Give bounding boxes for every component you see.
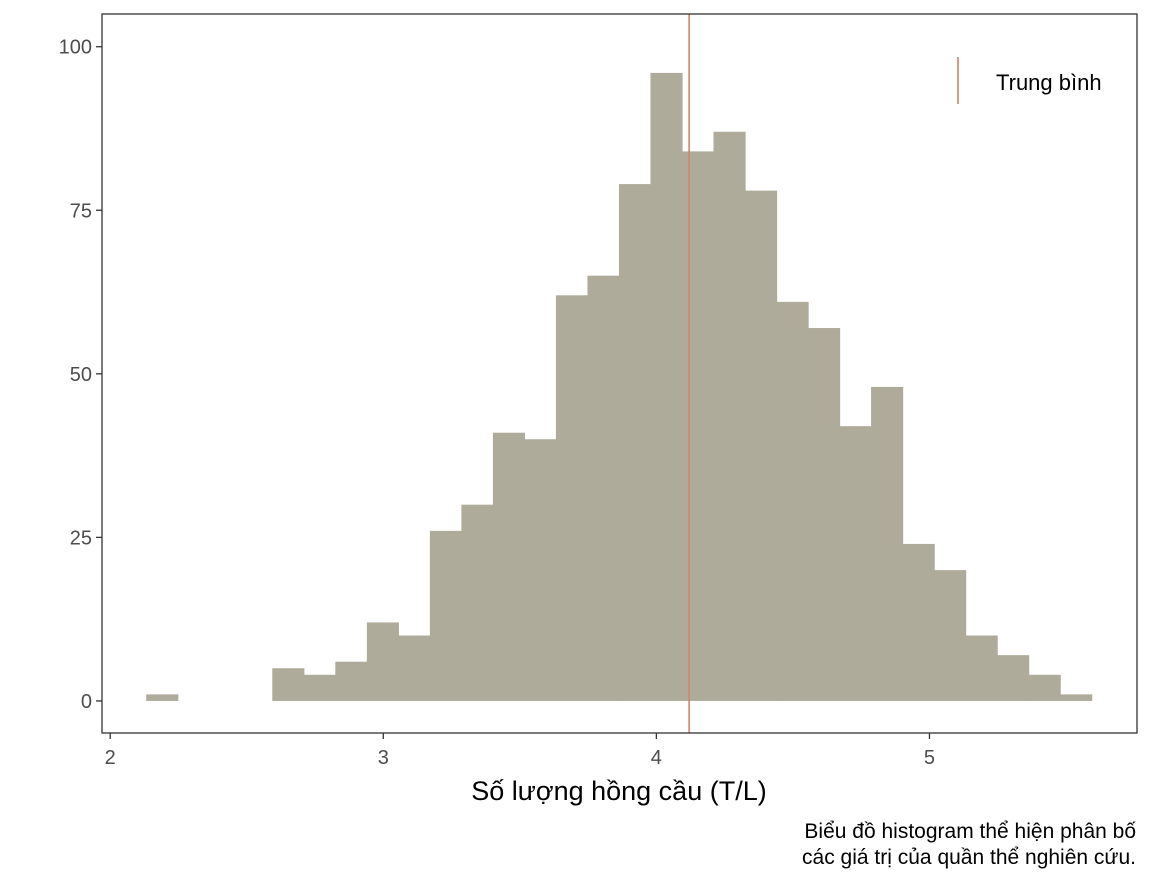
histogram-bar (524, 439, 557, 701)
y-tick-label: 75 (70, 200, 92, 222)
y-tick-label: 0 (81, 691, 92, 713)
histogram-bar (272, 668, 305, 701)
histogram-bar (902, 543, 935, 701)
histogram-bar (398, 635, 431, 701)
histogram-bar (461, 504, 494, 701)
histogram-bar (1028, 674, 1061, 701)
histogram-bar (681, 151, 715, 701)
caption-line-1: Biểu đồ histogram thể hiện phân bố (804, 820, 1136, 843)
histogram-bar (965, 635, 998, 701)
histogram-bar (745, 190, 778, 701)
x-tick-label: 5 (924, 747, 935, 769)
histogram-bar (839, 426, 872, 701)
histogram-bar (871, 386, 904, 701)
x-tick-label: 2 (105, 747, 116, 769)
histogram-bar (713, 131, 746, 701)
x-axis: 2 3 4 5 (105, 733, 935, 769)
histogram-bar (997, 655, 1030, 701)
histogram-bar (335, 661, 368, 701)
y-tick-label: 25 (70, 527, 92, 549)
y-axis: 0 25 50 75 100 (59, 37, 102, 713)
legend-label-mean: Trung bình (996, 70, 1102, 95)
histogram-bar (618, 184, 652, 701)
histogram-bar (146, 694, 179, 701)
histogram-bar (808, 328, 841, 701)
caption-line-2: các giá trị của quần thể nghiên cứu. (802, 846, 1136, 869)
histogram-bar (555, 295, 589, 701)
histogram-bar (366, 622, 399, 701)
histogram-bar (303, 674, 336, 701)
x-tick-label: 4 (651, 747, 662, 769)
histogram-bar (587, 275, 620, 701)
histogram-bars (146, 72, 1093, 701)
x-tick-label: 3 (378, 747, 389, 769)
histogram-bar (934, 570, 967, 701)
histogram-bar (650, 72, 683, 701)
histogram-bar (776, 301, 809, 701)
histogram-bar (492, 432, 526, 701)
histogram-bar (1060, 694, 1093, 701)
y-tick-label: 50 (70, 364, 92, 386)
histogram-bar (429, 530, 462, 701)
x-axis-title: Số lượng hồng cầu (T/L) (471, 776, 766, 806)
legend: Trung bình (957, 57, 1102, 104)
y-tick-label: 100 (59, 37, 92, 59)
